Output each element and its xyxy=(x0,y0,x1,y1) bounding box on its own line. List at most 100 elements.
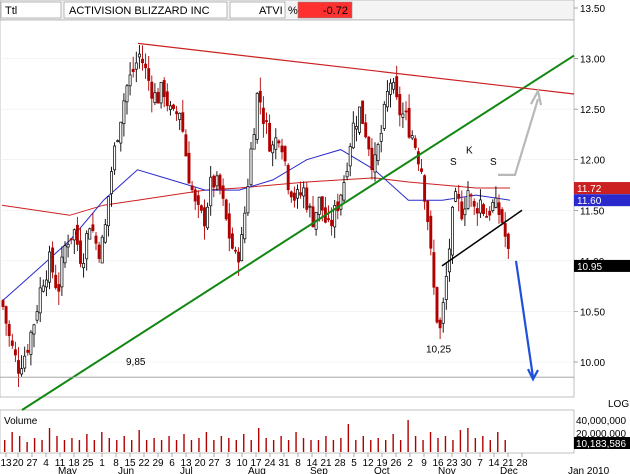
candle-body xyxy=(506,233,510,249)
candle-body xyxy=(206,206,210,229)
candle-body xyxy=(299,192,303,196)
candle-body xyxy=(401,113,405,118)
x-day-label: 4 xyxy=(43,458,49,469)
x-day-label: 8 xyxy=(113,458,119,469)
volume-bars: Volume xyxy=(4,416,506,452)
trend-lines xyxy=(0,42,575,411)
y-tick-label: 10.00 xyxy=(580,358,605,369)
candle-body xyxy=(218,174,222,190)
x-day-label: 16 xyxy=(432,458,444,469)
candle-body xyxy=(144,63,148,69)
x-day-label: 27 xyxy=(208,458,220,469)
volume-bar xyxy=(370,440,372,452)
annotation-left-shoulder: S xyxy=(450,157,457,168)
candle-body xyxy=(159,82,163,104)
volume-bar xyxy=(467,428,469,452)
x-day-label: 20 xyxy=(12,458,24,469)
volume-bar xyxy=(347,424,350,452)
candle-body xyxy=(252,134,256,150)
candle-body xyxy=(416,151,420,165)
candle-body xyxy=(38,287,42,314)
volume-bar xyxy=(444,436,447,452)
candle-body xyxy=(23,355,27,369)
candle-body xyxy=(249,148,253,186)
x-month-label: Dec xyxy=(500,466,518,474)
candle-body xyxy=(494,197,498,208)
candle-body xyxy=(404,110,408,113)
volume-bar xyxy=(332,440,335,452)
price-badge-label: 11.60 xyxy=(577,196,602,207)
candle-body xyxy=(116,140,120,143)
candle-body xyxy=(187,152,191,184)
candle-body xyxy=(178,112,182,120)
candle-body xyxy=(398,94,402,116)
x-day-label: 3 xyxy=(225,458,231,469)
candle-body xyxy=(475,208,479,214)
candle-body xyxy=(327,218,330,220)
x-day-label: 13 xyxy=(180,458,192,469)
y-tick-label: 13.50 xyxy=(580,4,605,15)
candle-body xyxy=(230,233,234,249)
candle-body xyxy=(199,205,203,211)
volume-bar xyxy=(302,438,305,452)
x-day-label: 27 xyxy=(26,458,38,469)
volume-bar xyxy=(414,436,417,452)
volume-bar xyxy=(235,440,237,452)
x-day-label: 18 xyxy=(68,458,80,469)
candle-body xyxy=(302,187,306,197)
volume-bar xyxy=(183,434,185,452)
candle-body xyxy=(255,92,259,140)
candle-body xyxy=(432,252,436,288)
volume-bar xyxy=(11,432,13,452)
neckline xyxy=(441,209,523,267)
volume-bar xyxy=(138,430,140,452)
candle-body xyxy=(172,104,175,109)
volume-bar xyxy=(258,428,260,452)
volume-bar xyxy=(205,432,208,452)
candle-body xyxy=(330,219,334,227)
candle-body xyxy=(286,164,290,191)
candle-body xyxy=(51,247,55,273)
x-day-label: 19 xyxy=(376,458,388,469)
candle-body xyxy=(156,92,160,104)
volume-bar xyxy=(18,436,21,452)
candle-body xyxy=(277,140,281,144)
candle-body xyxy=(162,80,166,98)
candle-body xyxy=(478,199,482,214)
candle-body xyxy=(274,137,278,150)
y-tick-label: 12.50 xyxy=(580,105,605,116)
volume-pane xyxy=(0,409,575,454)
candle-body xyxy=(79,240,82,264)
x-day-label: 13 xyxy=(0,458,12,469)
x-day-label: 22 xyxy=(138,458,150,469)
candle-body xyxy=(190,185,194,191)
candle-body xyxy=(485,216,489,218)
candle-body xyxy=(48,251,51,283)
support-trend-line xyxy=(21,54,575,411)
candle-body xyxy=(373,154,377,173)
x-month-label: Oct xyxy=(374,466,390,474)
volume-current-badge xyxy=(574,437,630,449)
candle-body xyxy=(463,208,467,216)
volume-bar xyxy=(355,440,357,452)
x-day-label: 8 xyxy=(295,458,301,469)
timeframe-box[interactable] xyxy=(0,1,62,19)
volume-bar xyxy=(168,436,170,452)
x-month-label: May xyxy=(58,466,77,474)
candle-body xyxy=(193,189,197,202)
candle-body xyxy=(451,206,454,256)
volume-bar xyxy=(362,436,364,452)
candle-body xyxy=(63,245,67,264)
candle-body xyxy=(125,85,129,103)
x-day-label: 11 xyxy=(55,458,66,469)
x-day-label: 25 xyxy=(82,458,94,469)
candle-body xyxy=(345,171,349,178)
candle-body xyxy=(296,189,299,199)
candle-body xyxy=(444,276,448,300)
candle-body xyxy=(385,91,389,108)
candle-body xyxy=(283,146,287,162)
volume-bar xyxy=(123,436,125,452)
candle-body xyxy=(1,300,5,307)
candle-body xyxy=(320,196,324,211)
